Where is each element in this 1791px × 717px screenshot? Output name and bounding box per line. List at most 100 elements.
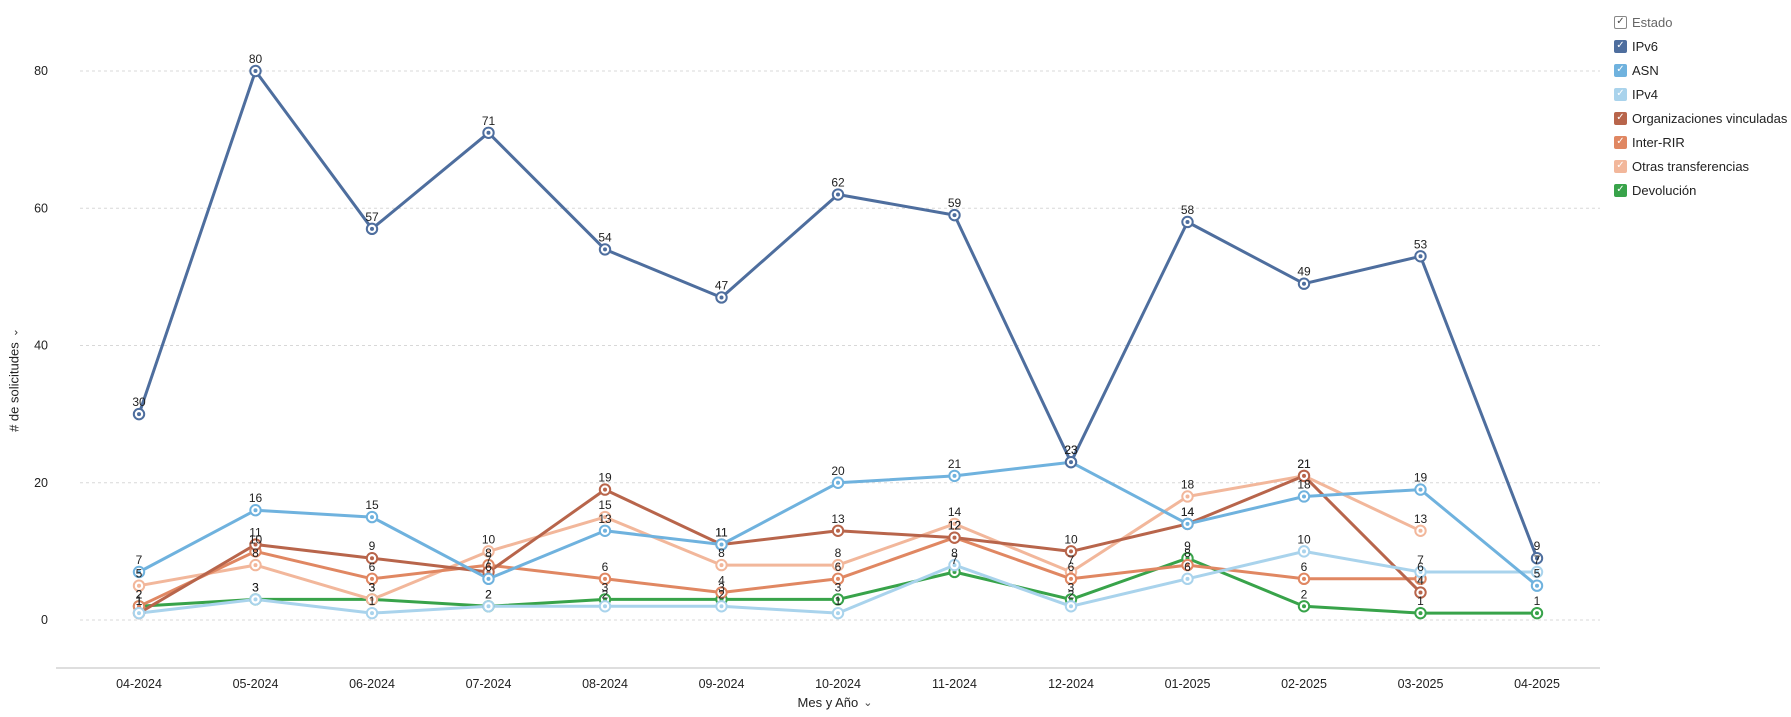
legend-item[interactable]: ✓ ASN [1614,58,1787,82]
legend-item[interactable]: ✓ Otras transferencias [1614,154,1787,178]
legend-item[interactable]: ✓ Organizaciones vinculadas [1614,106,1787,130]
legend-item[interactable]: ✓ IPv6 [1614,34,1787,58]
data-point-center [1185,576,1190,581]
legend-item[interactable]: ✓ Inter-RIR [1614,130,1787,154]
data-label: 6 [369,560,376,574]
check-icon[interactable]: ✓ [1614,135,1627,149]
data-point-center [137,569,141,574]
legend-item-label: IPv4 [1632,86,1659,102]
x-tick-label: 04-2025 [1514,677,1560,691]
data-label: 80 [249,52,263,66]
data-label: 30 [132,395,146,409]
data-point-center [1535,611,1539,616]
data-point-center [719,563,724,568]
data-point-center [836,192,840,197]
check-icon[interactable]: ✓ [1614,39,1627,53]
data-point-center [1185,521,1190,526]
data-label: 3 [252,580,259,594]
data-point-center [719,542,724,547]
data-point-center [603,487,607,492]
data-label: 5 [136,567,143,581]
data-point-center [486,576,491,581]
chevron-down-icon[interactable]: ⌄ [8,328,21,338]
data-label: 15 [365,498,379,512]
data-label: 10 [249,532,263,546]
data-label: 6 [1184,560,1191,574]
data-point-center [137,412,141,417]
data-point-center [370,597,374,602]
data-label: 14 [1181,505,1195,519]
data-label: 2 [602,587,609,601]
data-label: 59 [948,196,962,210]
data-label: 7 [485,553,492,567]
data-label: 1 [835,594,842,608]
data-label: 62 [831,176,845,190]
x-tick-label: 11-2024 [932,677,977,691]
data-label: 4 [1417,574,1424,588]
data-point-center [1069,604,1073,609]
legend-header[interactable]: ✓ Estado [1614,10,1787,34]
data-label: 9 [1534,539,1541,553]
data-label: 9 [369,539,376,553]
x-tick-label: 12-2024 [1048,677,1094,691]
data-point-center [137,583,141,588]
data-point-center [952,563,957,568]
data-point-center [370,611,374,616]
data-label: 6 [602,560,609,574]
data-point-center [952,473,957,478]
data-label: 2 [485,587,492,601]
y-tick-label: 80 [34,64,48,78]
data-label: 1 [1534,594,1541,608]
data-point-center [253,542,258,547]
data-point-center [719,295,724,300]
data-label: 1 [136,594,143,608]
legend-item[interactable]: ✓ Devolución [1614,178,1787,202]
data-label: 20 [831,464,845,478]
data-label: 11 [715,526,728,540]
x-tick-label: 01-2025 [1165,677,1211,691]
y-axis-label[interactable]: # de solicitudes ⌄ [7,328,22,432]
check-icon[interactable]: ✓ [1614,87,1627,101]
data-point-center [1302,494,1306,499]
x-tick-label: 10-2024 [815,677,861,691]
data-point-center [603,515,607,520]
data-label: 58 [1181,203,1195,217]
data-point-center [1302,549,1306,554]
data-point-center [253,563,258,568]
data-label: 5 [1534,567,1541,581]
check-icon[interactable]: ✓ [1614,15,1627,29]
check-icon[interactable]: ✓ [1614,63,1627,77]
data-label: 3 [602,580,609,594]
data-label: 13 [831,512,845,526]
data-label: 2 [1301,587,1308,601]
data-label: 49 [1297,265,1311,279]
data-point-center [370,576,374,581]
data-point-center [836,597,840,602]
data-point-center [603,247,607,252]
x-axis-label-text: Mes y Año [797,695,859,710]
data-label: 13 [1414,512,1428,526]
data-label: 21 [1297,457,1311,471]
data-label: 8 [485,546,492,560]
data-point-center [370,515,374,520]
check-icon[interactable]: ✓ [1614,111,1627,125]
check-icon[interactable]: ✓ [1614,159,1627,173]
x-tick-label: 02-2025 [1281,677,1327,691]
data-label: 2 [485,587,492,601]
data-label: 6 [835,560,842,574]
y-axis-label-text: # de solicitudes [6,342,22,432]
data-label: 6 [1417,560,1424,574]
data-point-center [1418,487,1423,492]
data-point-center [603,576,607,581]
data-point-center [1302,604,1306,609]
legend-item[interactable]: ✓ IPv4 [1614,82,1787,106]
data-label: 15 [598,498,612,512]
chevron-down-icon[interactable]: ⌄ [863,697,873,709]
data-label: 14 [1181,505,1195,519]
data-label: 8 [718,546,725,560]
data-label: 10 [1297,532,1311,546]
check-icon[interactable]: ✓ [1614,183,1627,197]
data-label: 3 [369,580,376,594]
x-axis-label[interactable]: Mes y Año ⌄ [798,695,873,710]
legend-item-label: ASN [1632,62,1659,78]
